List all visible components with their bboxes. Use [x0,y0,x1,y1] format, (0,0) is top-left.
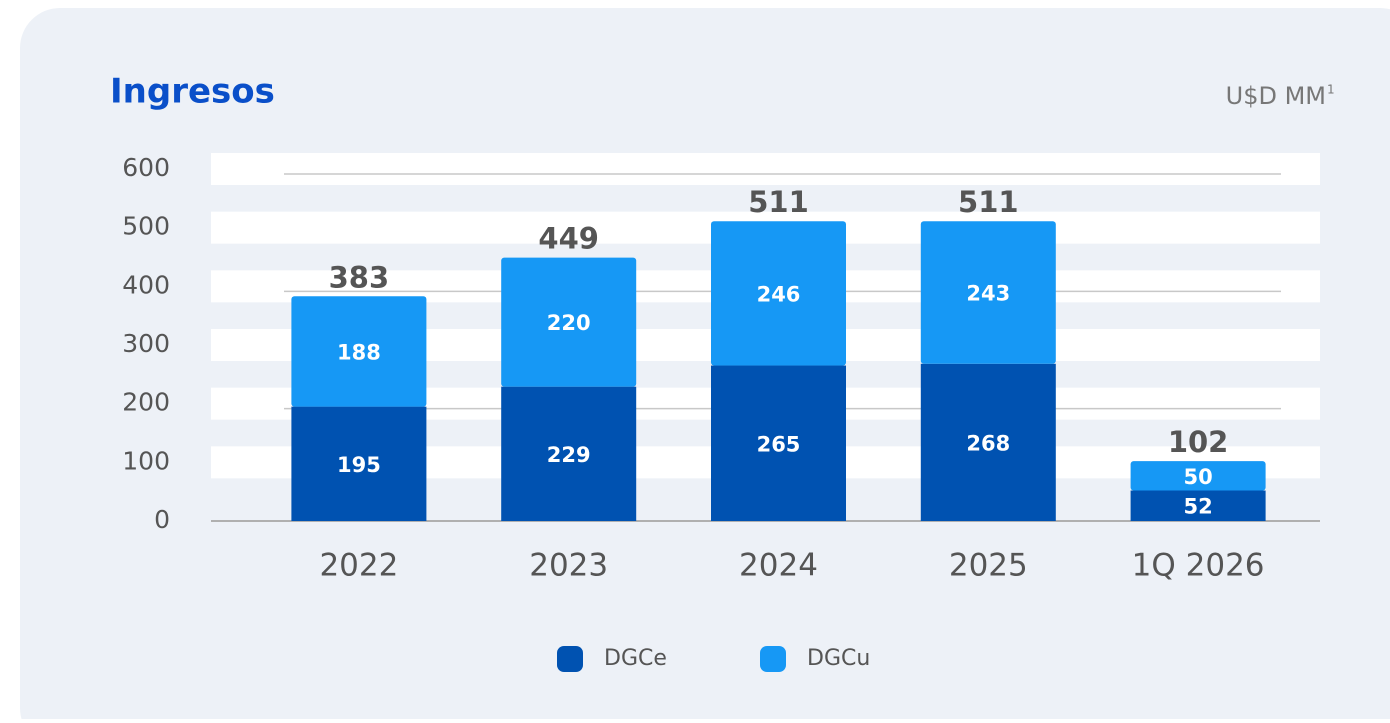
card [20,8,1390,723]
x-tick-label: 2022 [319,548,398,584]
total-label: 383 [329,260,390,294]
bar-segment [1130,490,1266,521]
grid-band [211,153,1320,185]
x-tick-label: 2024 [739,548,818,584]
x-tick-label: 2023 [529,548,608,584]
value-label: 50 [1183,465,1212,489]
unit-note: 1 [1327,83,1335,97]
bar-segment [711,365,846,521]
y-tick-label: 100 [122,446,170,475]
y-tick-label: 400 [122,270,170,299]
value-label: 246 [757,282,801,306]
total-label: 102 [1168,425,1229,459]
y-tick-label: 500 [122,212,170,241]
bar-segment [1130,461,1266,491]
value-label: 220 [547,311,591,335]
y-tick-label: 0 [154,505,170,534]
y-tick-label: 600 [122,153,170,182]
bar-segment [501,257,637,387]
legend-swatch [760,646,786,672]
bar-segment [291,296,427,407]
legend-label: DGCe [604,646,667,671]
legend-label: DGCu [807,646,870,671]
chart-title: Ingresos [110,72,275,112]
y-tick-label: 200 [122,388,170,417]
value-label: 268 [966,431,1010,455]
value-label: 52 [1183,495,1212,519]
bar-segment [291,406,427,521]
unit: U$D MM [1226,82,1326,110]
total-label: 511 [958,185,1019,219]
bar-segment [920,363,1056,521]
value-label: 188 [337,340,381,364]
value-label: 243 [966,281,1010,305]
total-label: 511 [748,185,809,219]
bar-segment [920,221,1056,364]
value-label: 229 [547,443,591,467]
value-label: 195 [337,453,381,477]
value-label: 265 [757,432,801,456]
legend-swatch [557,646,583,672]
x-tick-label: 2025 [949,548,1028,584]
bar-segment [501,386,637,521]
bar-segment [711,221,846,366]
total-label: 449 [538,222,599,256]
y-tick-label: 300 [122,329,170,358]
x-tick-label: 1Q 2026 [1132,548,1265,584]
